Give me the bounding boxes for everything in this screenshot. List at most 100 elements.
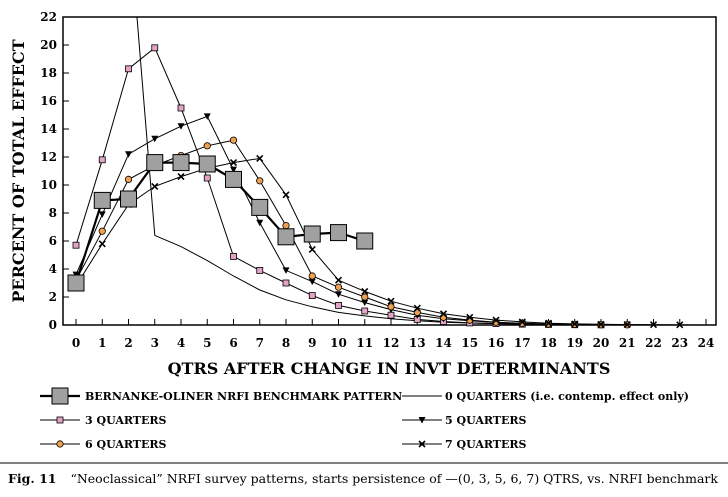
legend-item: 3 QUARTERS — [40, 414, 167, 427]
data-point — [230, 252, 237, 260]
data-point — [229, 159, 238, 167]
x-tick-label: 24 — [698, 336, 715, 350]
data-point — [676, 321, 684, 329]
data-point — [282, 191, 290, 199]
y-tick-label: 18 — [40, 66, 57, 80]
data-point — [282, 267, 290, 274]
data-point — [282, 279, 290, 287]
x-tick-label: 6 — [229, 336, 237, 350]
y-tick-label: 4 — [49, 262, 57, 276]
data-point — [387, 303, 395, 311]
x-tick-label: 11 — [356, 336, 373, 350]
legend-label: 7 QUARTERS — [445, 438, 527, 451]
x-tick-label: 4 — [177, 336, 185, 350]
data-point — [361, 287, 369, 295]
y-tick-label: 8 — [49, 206, 57, 220]
legend-item: 0 QUARTERS (i.e. contemp. effect only) — [402, 390, 689, 403]
legend-label: 5 QUARTERS — [445, 414, 527, 427]
legend-swatch-marker — [418, 417, 426, 424]
data-point — [98, 240, 106, 248]
data-point — [203, 113, 211, 120]
data-point — [124, 175, 133, 183]
data-point — [177, 173, 185, 181]
x-tick-label: 1 — [98, 336, 106, 350]
x-tick-label: 0 — [72, 336, 80, 350]
data-point — [151, 44, 159, 52]
data-point — [334, 276, 343, 284]
data-point — [413, 304, 421, 312]
legend: BERNANKE-OLINER NRFI BENCHMARK PATTERN 0 … — [40, 387, 689, 451]
x-tick-label: 17 — [514, 336, 531, 350]
data-point — [335, 291, 342, 298]
legend-swatch-marker — [56, 440, 64, 448]
x-tick-label: 3 — [151, 336, 159, 350]
x-tick-label: 21 — [619, 336, 636, 350]
data-point — [356, 232, 374, 250]
legend-swatch-marker — [418, 440, 426, 448]
data-point — [151, 182, 159, 190]
data-point — [146, 154, 164, 172]
data-point — [151, 135, 159, 143]
legend-item: BERNANKE-OLINER NRFI BENCHMARK PATTERN — [40, 387, 402, 405]
y-tick-label: 0 — [49, 318, 57, 332]
data-point — [98, 227, 106, 235]
data-point — [282, 222, 290, 230]
data-point — [571, 320, 579, 328]
y-tick-label: 22 — [40, 10, 57, 24]
y-tick-label: 6 — [49, 234, 57, 248]
x-tick-label: 8 — [282, 336, 290, 350]
data-point — [230, 166, 237, 174]
x-axis-title: QTRS AFTER CHANGE IN INVT DETERMINANTS — [168, 359, 611, 378]
data-point — [308, 292, 316, 300]
data-point — [98, 211, 106, 218]
x-tick-label: 5 — [203, 336, 211, 350]
x-tick-label: 14 — [435, 336, 452, 350]
data-point — [256, 154, 264, 162]
x-tick-label: 9 — [308, 336, 316, 350]
data-point — [387, 297, 395, 305]
data-point — [203, 174, 211, 182]
series-2 — [72, 44, 706, 329]
y-tick-label: 20 — [40, 38, 57, 52]
x-tick-label: 23 — [671, 336, 688, 350]
data-point — [251, 198, 269, 216]
legend-label: 0 QUARTERS (i.e. contemp. effect only) — [445, 390, 689, 403]
data-point — [225, 170, 242, 188]
legend-item: 6 QUARTERS — [40, 438, 167, 451]
series-line — [75, 47, 706, 325]
data-point — [308, 245, 316, 253]
legend-swatch-marker — [56, 416, 64, 424]
data-point — [330, 224, 347, 242]
series-benchmark — [67, 154, 374, 292]
data-point — [308, 272, 316, 280]
data-point — [93, 191, 111, 209]
data-point — [72, 241, 80, 249]
x-tick-label: 19 — [566, 336, 583, 350]
data-point — [229, 136, 238, 144]
data-point — [439, 310, 448, 318]
x-tick-label: 10 — [330, 336, 347, 350]
x-tick-label: 16 — [488, 336, 505, 350]
data-point — [203, 142, 211, 150]
x-tick-label: 12 — [383, 336, 400, 350]
x-tick-label: 20 — [593, 336, 610, 350]
series-3 — [72, 113, 706, 329]
series-line — [75, 115, 706, 325]
x-tick-label: 15 — [461, 336, 478, 350]
data-point — [518, 318, 526, 326]
x-tick-label: 7 — [256, 336, 264, 350]
legend-label: 3 QUARTERS — [85, 414, 167, 427]
series-line — [75, 139, 706, 325]
data-point — [597, 320, 605, 328]
data-point — [277, 228, 295, 246]
legend-label: BERNANKE-OLINER NRFI BENCHMARK PATTERN — [85, 390, 402, 403]
data-point — [544, 319, 553, 327]
y-tick-label: 10 — [40, 178, 57, 192]
data-point — [492, 316, 500, 324]
plot-area — [62, 16, 717, 326]
data-point — [649, 321, 658, 329]
legend-swatch-marker — [51, 387, 69, 405]
data-point — [466, 313, 474, 321]
legend-item: 7 QUARTERS — [402, 438, 527, 451]
